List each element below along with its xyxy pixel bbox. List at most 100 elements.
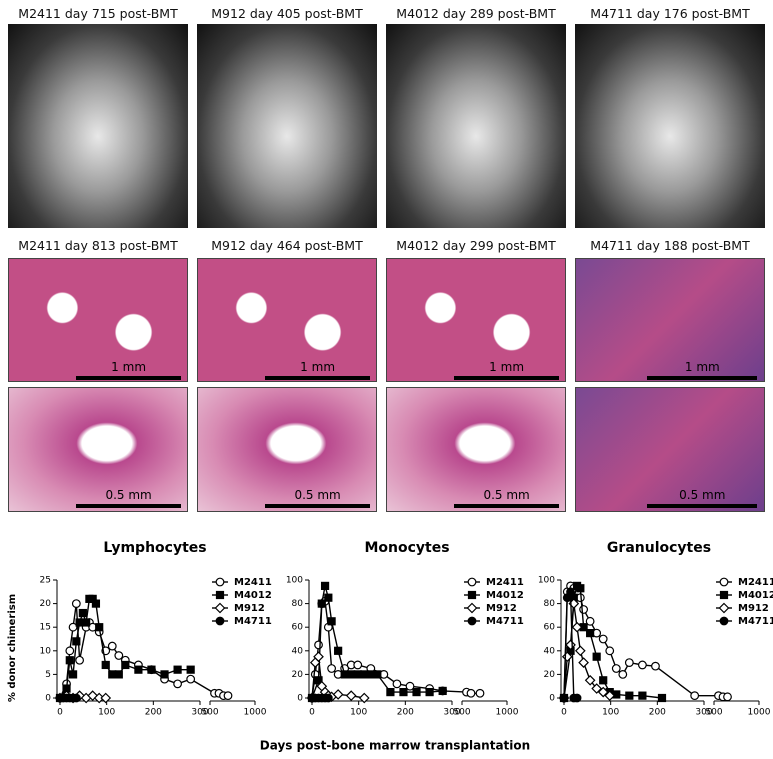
marker xyxy=(68,622,78,632)
legend-label: M4012 xyxy=(738,590,773,601)
marker xyxy=(373,670,382,679)
scale-bar-label: 1 mm xyxy=(111,360,147,374)
marker xyxy=(134,665,143,674)
y-tick-label: 5 xyxy=(45,670,51,680)
legend-label: M2411 xyxy=(486,577,524,588)
marker xyxy=(114,651,124,660)
chart-title: Lymphocytes xyxy=(103,540,206,556)
marker xyxy=(65,656,74,665)
marker xyxy=(320,581,330,591)
legend-marker xyxy=(467,590,477,600)
scale-bar xyxy=(265,376,370,380)
histology-caption: M912 day 464 post-BMT xyxy=(211,238,363,253)
marker xyxy=(576,584,585,593)
legend-marker xyxy=(719,590,729,600)
marker xyxy=(399,688,408,697)
legend-label: M4711 xyxy=(486,616,524,627)
marker xyxy=(579,605,588,614)
xray-image xyxy=(197,24,377,228)
y-tick-label: 60 xyxy=(544,623,556,633)
marker xyxy=(475,688,485,698)
marker xyxy=(78,608,87,618)
scale-bar xyxy=(454,504,559,508)
chart-title: Monocytes xyxy=(364,540,449,556)
scale-bar xyxy=(76,504,181,508)
x-tick-label: 0 xyxy=(57,708,63,718)
x-tick-label: 100 xyxy=(602,708,619,718)
x-tick-label: 300 xyxy=(443,708,460,718)
marker xyxy=(586,628,595,638)
marker xyxy=(82,618,91,627)
y-axis-label: % donor chimerism xyxy=(7,594,18,702)
y-tick-label: 0 xyxy=(45,694,51,704)
scale-bar-label: 0.5 mm xyxy=(294,488,341,502)
chart-title: Granulocytes xyxy=(607,540,711,556)
marker xyxy=(625,691,634,700)
histology-image xyxy=(197,387,377,512)
marker xyxy=(358,692,370,704)
legend-label: M4711 xyxy=(234,616,272,627)
legend-marker xyxy=(466,602,478,614)
x-tick-label: 1000 xyxy=(244,708,267,718)
x-tick-label: 200 xyxy=(397,708,414,718)
marker xyxy=(591,683,603,694)
legend-label: M4012 xyxy=(234,590,272,601)
marker xyxy=(314,676,323,685)
legend-marker xyxy=(719,577,729,587)
legend-marker xyxy=(215,616,225,626)
xray-caption: M4711 day 176 post-BMT xyxy=(590,6,750,21)
histology-image xyxy=(386,258,566,382)
marker xyxy=(323,693,333,703)
legend-label: M4012 xyxy=(486,590,524,601)
marker xyxy=(160,670,169,679)
marker xyxy=(638,660,647,670)
x-tick-label: 100 xyxy=(350,708,367,718)
xray-caption: M2411 day 715 post-BMT xyxy=(18,6,178,21)
marker xyxy=(71,599,81,608)
scale-bar-label: 0.5 mm xyxy=(483,488,530,502)
legend-marker xyxy=(467,577,477,587)
x-tick-label: 0 xyxy=(309,708,315,718)
y-tick-label: 10 xyxy=(40,646,52,656)
marker xyxy=(438,686,447,696)
marker xyxy=(572,693,582,703)
y-tick-label: 40 xyxy=(292,646,304,656)
x-tick-label: 500 xyxy=(453,708,470,718)
scale-bar xyxy=(647,376,758,380)
marker xyxy=(425,688,434,697)
xray-caption: M912 day 405 post-BMT xyxy=(211,6,363,21)
charts: % donor chimerism Days post-bone marrow … xyxy=(7,540,773,753)
marker xyxy=(466,688,476,698)
scale-bar xyxy=(647,504,758,508)
y-tick-label: 20 xyxy=(40,599,52,609)
marker xyxy=(72,637,81,646)
marker xyxy=(345,690,357,701)
x-tick-label: 300 xyxy=(695,708,712,718)
scale-bar-label: 1 mm xyxy=(684,360,720,374)
marker xyxy=(604,690,616,701)
marker xyxy=(107,641,117,651)
marker xyxy=(598,634,608,644)
legend-marker xyxy=(215,577,225,587)
marker xyxy=(324,593,333,602)
legend-marker xyxy=(718,602,730,614)
x-tick-label: 1000 xyxy=(748,708,771,718)
marker xyxy=(334,646,343,655)
x-tick-label: 200 xyxy=(649,708,666,718)
marker xyxy=(592,652,601,661)
marker xyxy=(314,640,323,650)
scale-bar-label: 1 mm xyxy=(300,360,336,374)
marker xyxy=(405,681,415,691)
x-tick-label: 100 xyxy=(98,708,115,718)
legend-marker xyxy=(719,616,729,626)
marker xyxy=(327,617,336,626)
marker xyxy=(186,674,196,684)
marker xyxy=(412,688,421,697)
marker xyxy=(147,665,156,674)
legend-label: M912 xyxy=(486,603,517,614)
legend-label: M4711 xyxy=(738,616,773,627)
marker xyxy=(386,688,395,697)
marker xyxy=(121,660,130,670)
legend-label: M912 xyxy=(738,603,769,614)
